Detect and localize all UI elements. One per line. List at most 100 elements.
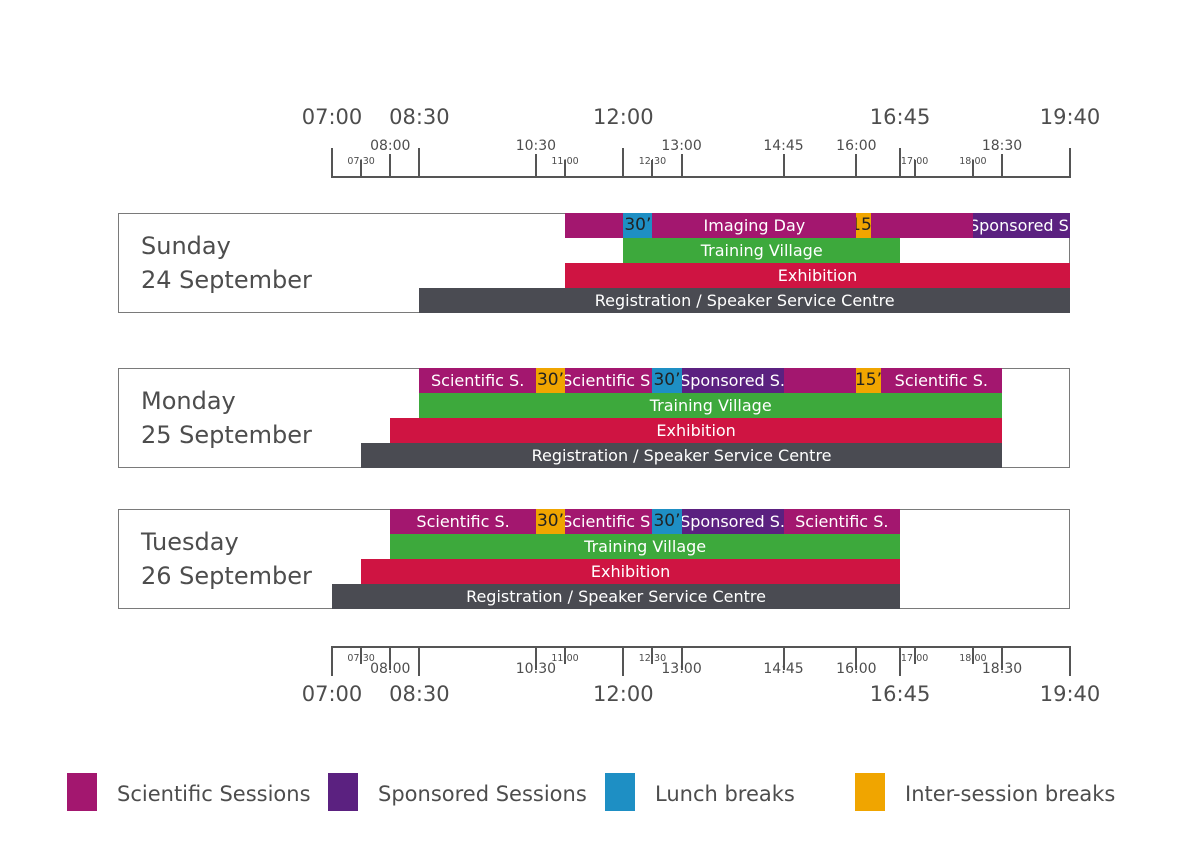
axis-tick: [622, 646, 625, 676]
axis-tick-label: 13:00: [661, 138, 702, 154]
axis-tick: [899, 148, 902, 178]
axis-tick-label: 18:30: [981, 661, 1023, 677]
legend-swatch-scientific: [67, 773, 97, 811]
axis-tick-label: 08:00: [370, 661, 411, 677]
axis-tick: [564, 160, 567, 178]
segment-scientific: Scientific S.: [390, 509, 536, 534]
axis-tick-label: 10:30: [515, 138, 557, 154]
axis-tick-label: 18:30: [981, 138, 1023, 154]
axis-tick-label: 18:00: [959, 653, 987, 664]
day-date: 24 September: [141, 266, 312, 294]
segment-scientific: [565, 213, 624, 238]
axis-tick: [1001, 154, 1004, 178]
segment-inter: 15’: [856, 213, 871, 238]
axis-tick-label: 12:00: [593, 105, 654, 129]
axis-tick-label: 19:40: [1039, 105, 1101, 129]
axis-tick: [418, 148, 421, 178]
segment-registration: Registration / Speaker Service Centre: [332, 584, 901, 609]
day-date: 26 September: [141, 562, 312, 590]
axis-tick: [651, 646, 654, 664]
axis-line: [332, 646, 1071, 648]
segment-scientific: Scientific S.: [565, 368, 653, 393]
axis-line: [332, 176, 1071, 178]
segment-lunch: 30’: [623, 213, 653, 238]
axis-tick: [913, 160, 916, 178]
axis-tick: [360, 646, 363, 664]
axis-tick-label: 16:45: [869, 105, 931, 129]
segment-training: Training Village: [623, 238, 901, 263]
axis-tick-label: 10:30: [515, 661, 557, 677]
axis-tick-label: 08:30: [389, 105, 450, 129]
segment-inter: 15’: [856, 368, 881, 393]
axis-tick: [1001, 646, 1004, 670]
axis-tick-label: 08:00: [370, 138, 411, 154]
segment-sponsored: Sponsored S.: [681, 368, 784, 393]
axis-tick-label: 16:00: [836, 138, 877, 154]
axis-tick: [782, 154, 785, 178]
segment-lunch: 30’: [652, 509, 682, 534]
axis-tick: [651, 160, 654, 178]
axis-tick-label: 12:30: [638, 653, 667, 664]
legend-swatch-sponsored: [328, 773, 358, 811]
axis-tick: [855, 154, 858, 178]
axis-tick-label: 13:00: [661, 661, 702, 677]
axis-tick: [360, 160, 363, 178]
axis-tick-label: 12:30: [638, 156, 667, 167]
axis-tick-label: 16:00: [836, 661, 877, 677]
axis-tick-label: 08:30: [389, 682, 450, 706]
axis-tick-label: 07:30: [347, 653, 375, 664]
axis-tick-label: 19:40: [1039, 682, 1101, 706]
axis-tick: [1069, 646, 1071, 676]
axis-tick: [564, 646, 567, 664]
legend-swatch-lunch: [605, 773, 635, 811]
axis-tick: [680, 646, 683, 670]
segment-inter: 30’: [535, 368, 566, 393]
legend-swatch-inter: [855, 773, 885, 811]
axis-tick: [680, 154, 683, 178]
axis-tick: [899, 646, 902, 676]
legend-label: Lunch breaks: [655, 782, 795, 806]
segment-registration: Registration / Speaker Service Centre: [419, 288, 1070, 313]
axis-tick: [389, 154, 392, 178]
axis-tick: [622, 148, 625, 178]
legend-label: Scientific Sessions: [117, 782, 311, 806]
axis-tick: [534, 154, 537, 178]
day-name: Monday: [141, 387, 236, 415]
axis-tick: [1069, 148, 1071, 178]
segment-registration: Registration / Speaker Service Centre: [361, 443, 1003, 468]
segment-training: Training Village: [419, 393, 1003, 418]
day-date: 25 September: [141, 421, 312, 449]
axis-tick: [331, 646, 333, 676]
axis-tick: [418, 646, 421, 676]
axis-tick-label: 14:45: [763, 138, 804, 154]
segment-scientific: [870, 213, 973, 238]
axis-tick: [534, 646, 537, 670]
segment-inter: 30’: [535, 509, 566, 534]
segment-lunch: 30’: [652, 368, 682, 393]
segment-scientific: Scientific S.: [783, 509, 901, 534]
axis-tick-label: 07:00: [301, 105, 363, 129]
axis-tick-label: 17:00: [900, 653, 929, 664]
segment-exhibition: Exhibition: [361, 559, 901, 584]
axis-tick: [971, 646, 974, 664]
axis-tick-label: 11:00: [551, 653, 579, 664]
axis-tick: [913, 646, 916, 664]
axis-tick-label: 12:00: [593, 682, 654, 706]
segment-scientific: Scientific S.: [419, 368, 536, 393]
legend-label: Inter-session breaks: [905, 782, 1116, 806]
segment-scientific: [783, 368, 857, 393]
axis-tick: [971, 160, 974, 178]
segment-sponsored: Sponsored S.: [972, 213, 1070, 238]
segment-exhibition: Exhibition: [390, 418, 1002, 443]
segment-training: Training Village: [390, 534, 901, 559]
segment-scientific: Scientific S.: [880, 368, 1003, 393]
axis-tick-label: 16:45: [869, 682, 931, 706]
axis-tick-label: 17:00: [900, 156, 929, 167]
axis-tick-label: 14:45: [763, 661, 804, 677]
day-name: Tuesday: [141, 528, 239, 556]
axis-tick: [782, 646, 785, 670]
segment-scientific: Scientific S.: [565, 509, 653, 534]
legend-label: Sponsored Sessions: [378, 782, 587, 806]
axis-tick: [389, 646, 392, 670]
axis-tick-label: 07:30: [347, 156, 375, 167]
